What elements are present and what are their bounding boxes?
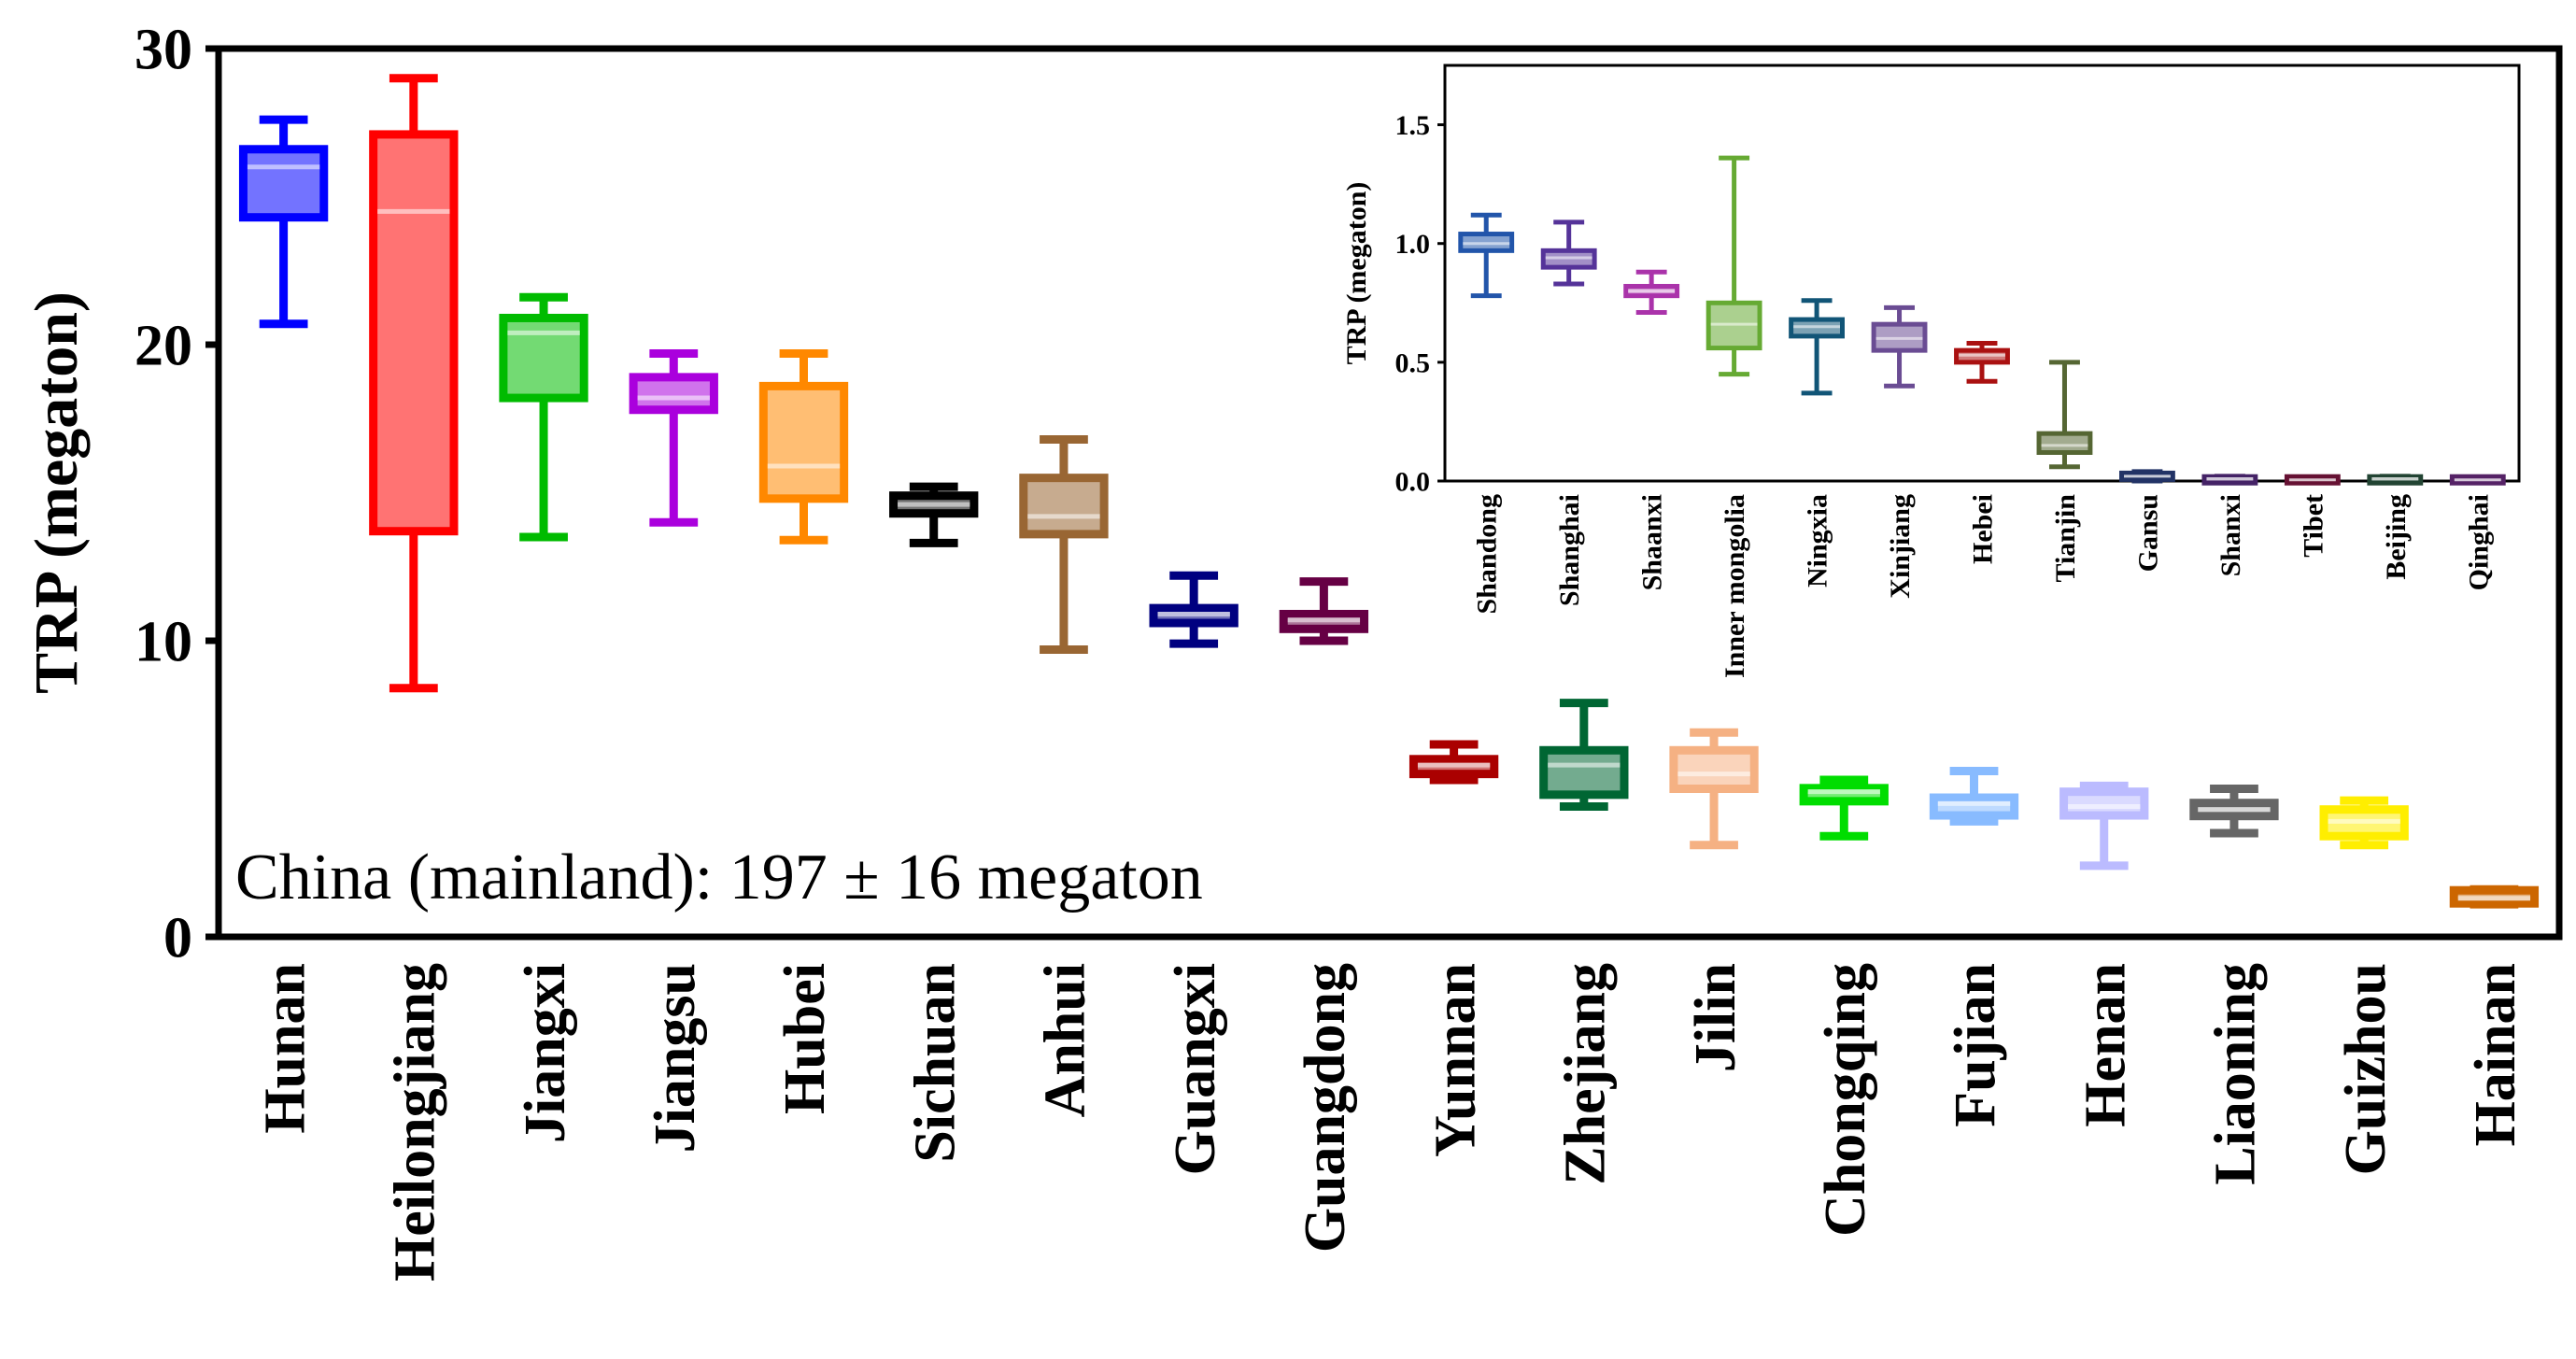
main-box-chongqing bbox=[1799, 775, 1889, 841]
inset-plot-frame bbox=[1443, 64, 2521, 483]
inset-category-label: Xinjiang bbox=[1885, 494, 1916, 599]
inset-box-beijing bbox=[2367, 474, 2424, 486]
inset-category-label: Tianjin bbox=[2050, 494, 2081, 583]
total-annotation: China (mainland): 197 ± 16 megaton bbox=[235, 842, 1203, 913]
main-category-label: Fujian bbox=[1944, 963, 2007, 1127]
main-box-guizhou bbox=[2319, 796, 2409, 850]
inset-box-ningxia bbox=[1789, 298, 1845, 396]
inset-box-shandong bbox=[1458, 212, 1515, 299]
main-box-fujian bbox=[1929, 766, 2019, 826]
inset-box-tibet bbox=[2284, 474, 2341, 486]
box-iqr bbox=[758, 381, 849, 503]
main-ytick-label: 20 bbox=[134, 315, 192, 378]
inset-ytick-label: 0.0 bbox=[1395, 467, 1431, 498]
inset-category-label: Tibet bbox=[2298, 494, 2328, 558]
inset-box-tianjin bbox=[2036, 360, 2093, 470]
inset-y-axis-title: TRP (megaton) bbox=[1341, 182, 1372, 365]
box-iqr bbox=[2036, 431, 2093, 455]
box-iqr bbox=[1669, 745, 1759, 793]
inset-box-shanxi bbox=[2201, 474, 2258, 486]
main-ytick-label: 10 bbox=[134, 611, 192, 674]
box-iqr bbox=[369, 130, 459, 536]
main-category-label: Hubei bbox=[773, 963, 837, 1114]
main-category-label: Sichuan bbox=[903, 963, 967, 1163]
inset-category-label: Shaanxi bbox=[1637, 494, 1668, 590]
main-category-label: Liaoning bbox=[2204, 963, 2268, 1185]
main-category-label: Chongqing bbox=[1814, 963, 1877, 1237]
inset-category-label: Shandong bbox=[1472, 494, 1503, 614]
inset-box-gansu bbox=[2119, 469, 2175, 484]
main-box-anhui bbox=[1019, 434, 1109, 655]
main-category-label: Guizhou bbox=[2334, 963, 2398, 1175]
inset-category-label: Inner mongolia bbox=[1720, 494, 1750, 678]
main-ytick-label: 30 bbox=[134, 19, 192, 82]
main-box-hubei bbox=[758, 349, 849, 545]
main-category-label: Yunnan bbox=[1423, 963, 1487, 1157]
main-box-hunan bbox=[238, 115, 329, 329]
main-box-liaoning bbox=[2189, 785, 2279, 838]
main-category-label: Guangxi bbox=[1164, 963, 1227, 1175]
main-box-guangdong bbox=[1279, 577, 1369, 645]
main-box-henan bbox=[2059, 781, 2149, 871]
box-iqr bbox=[238, 145, 329, 222]
box-iqr bbox=[1539, 745, 1629, 800]
main-category-label: Jiangxi bbox=[514, 963, 577, 1143]
main-box-hainan bbox=[2449, 885, 2540, 909]
inset-box-xinjiang bbox=[1871, 304, 1928, 389]
inset-category-label: Shanxi bbox=[2215, 494, 2246, 576]
box-iqr bbox=[629, 373, 718, 415]
main-box-guangxi bbox=[1149, 571, 1238, 648]
inset-box-shanghai bbox=[1540, 219, 1597, 287]
inset-category-label: Ningxia bbox=[1803, 494, 1833, 587]
inset-ytick-label: 1.5 bbox=[1395, 110, 1431, 141]
inset-plot: 0.0 0.5 1.0 1.5 TRP (megaton) Shandong Shangha… bbox=[1341, 64, 2521, 678]
main-box-zhejiang bbox=[1539, 699, 1629, 812]
main-ytick-label: 0 bbox=[163, 907, 192, 970]
main-plot: 0 10 20 30 TRP (megaton) Hunan Heilongjiang Jia… bbox=[22, 19, 2563, 1281]
inset-ytick-label: 1.0 bbox=[1395, 229, 1431, 260]
box-iqr bbox=[1019, 474, 1109, 539]
main-category-label: Guangdong bbox=[1294, 963, 1357, 1253]
main-category-label: Jiangsu bbox=[644, 963, 707, 1153]
box-iqr bbox=[499, 313, 588, 403]
main-box-yunnan bbox=[1408, 740, 1499, 785]
main-y-axis-title: TRP (megaton) bbox=[22, 291, 91, 694]
main-category-label: Hainan bbox=[2464, 963, 2527, 1146]
inset-box-shaanxi bbox=[1623, 269, 1680, 315]
main-category-label: Jilin bbox=[1684, 963, 1748, 1072]
main-box-jilin bbox=[1669, 728, 1759, 850]
main-category-label: Heilongjiang bbox=[384, 963, 447, 1281]
inset-ytick-label: 0.5 bbox=[1395, 347, 1431, 378]
main-plot-frame bbox=[215, 45, 2563, 941]
box-iqr bbox=[1929, 793, 2019, 820]
main-category-label: Henan bbox=[2074, 963, 2137, 1127]
main-category-label: Anhui bbox=[1034, 963, 1097, 1117]
inset-category-label: Shanghai bbox=[1554, 494, 1585, 606]
inset-category-label: Hebei bbox=[1968, 494, 1999, 564]
main-box-sichuan bbox=[889, 482, 979, 547]
box-iqr bbox=[2059, 787, 2149, 820]
main-category-label: Zhejiang bbox=[1554, 963, 1618, 1185]
main-box-jiangsu bbox=[629, 349, 718, 527]
main-box-jiangxi bbox=[499, 292, 588, 542]
inset-category-label: Beijing bbox=[2381, 494, 2412, 580]
main-category-label: Hunan bbox=[253, 963, 317, 1134]
inset-category-label: Qinghai bbox=[2463, 494, 2494, 590]
main-box-heilongjiang bbox=[369, 74, 459, 693]
inset-box-inner-mongolia bbox=[1706, 155, 1762, 377]
inset-box-qinghai bbox=[2449, 474, 2506, 486]
inset-category-label: Gansu bbox=[2132, 494, 2163, 572]
inset-box-hebei bbox=[1954, 341, 2010, 384]
inset-background bbox=[1445, 65, 2519, 481]
